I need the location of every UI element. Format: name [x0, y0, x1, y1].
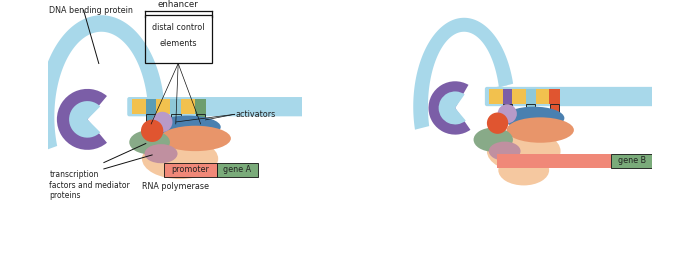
Circle shape [141, 120, 163, 142]
Bar [146, 114, 156, 124]
Circle shape [487, 113, 508, 134]
Ellipse shape [130, 130, 170, 154]
Bar [171, 114, 181, 124]
Ellipse shape [474, 128, 513, 152]
Text: elements: elements [160, 39, 197, 48]
Ellipse shape [489, 141, 521, 161]
Bar [132, 99, 146, 114]
FancyBboxPatch shape [127, 97, 309, 116]
Text: DNA bending protein: DNA bending protein [49, 6, 133, 15]
Bar [164, 163, 217, 177]
Text: RNA polymerase: RNA polymerase [141, 182, 209, 191]
FancyBboxPatch shape [485, 87, 662, 106]
Ellipse shape [155, 116, 220, 138]
Bar [550, 89, 559, 104]
Ellipse shape [142, 138, 218, 179]
Wedge shape [428, 81, 470, 135]
Ellipse shape [503, 107, 564, 130]
Wedge shape [439, 91, 466, 124]
Bar [489, 89, 503, 104]
Text: enhancer: enhancer [158, 0, 199, 9]
Bar [146, 99, 157, 114]
Bar [526, 89, 536, 104]
Bar [503, 89, 512, 104]
Bar [512, 89, 526, 104]
Bar [196, 114, 206, 124]
Polygon shape [413, 18, 513, 130]
Polygon shape [38, 15, 164, 152]
Bar [536, 89, 550, 104]
Text: distal control: distal control [152, 23, 204, 32]
Bar [497, 154, 611, 168]
Bar [195, 99, 206, 114]
Circle shape [152, 112, 172, 132]
Ellipse shape [507, 117, 574, 143]
Polygon shape [130, 99, 164, 114]
Ellipse shape [160, 126, 231, 151]
Bar [157, 99, 170, 114]
Bar [550, 104, 559, 113]
Ellipse shape [498, 155, 549, 185]
Bar [526, 104, 536, 113]
Text: transcription
factors and mediator
proteins: transcription factors and mediator prote… [49, 170, 130, 200]
Wedge shape [69, 101, 100, 138]
Bar [144, 15, 212, 64]
Text: activators: activators [236, 110, 276, 119]
Bar [217, 163, 258, 177]
Text: gene B: gene B [618, 156, 646, 165]
Bar [170, 99, 181, 114]
Bar [503, 104, 512, 113]
Ellipse shape [487, 130, 561, 172]
Bar [181, 99, 195, 114]
Bar [611, 154, 653, 168]
Text: promoter: promoter [172, 165, 209, 174]
Wedge shape [57, 89, 107, 150]
Polygon shape [487, 84, 513, 104]
Circle shape [498, 104, 517, 123]
Ellipse shape [144, 144, 178, 163]
Text: gene A: gene A [223, 165, 251, 174]
